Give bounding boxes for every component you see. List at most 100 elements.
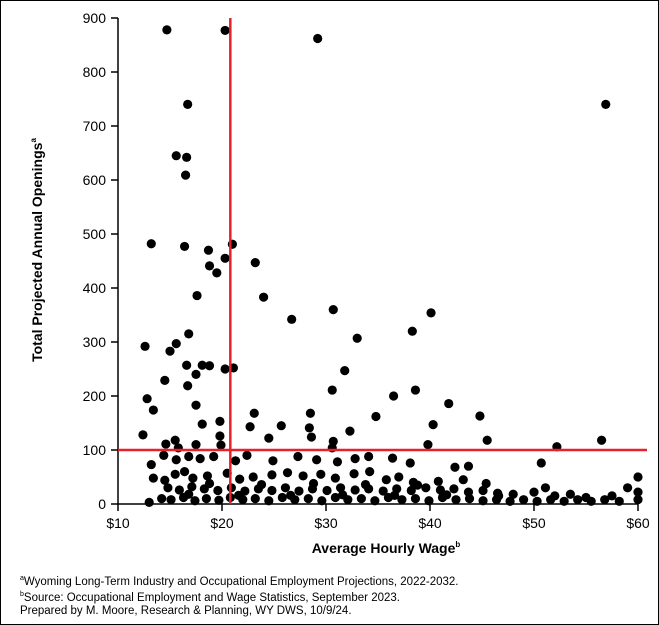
data-point xyxy=(633,495,643,505)
data-point xyxy=(181,170,191,180)
data-point xyxy=(174,485,184,495)
data-point xyxy=(182,360,192,370)
footnote-a: aWyoming Long-Term Industry and Occupati… xyxy=(20,571,458,590)
data-point xyxy=(600,495,610,505)
data-point xyxy=(170,469,180,479)
data-point xyxy=(287,314,297,324)
data-point xyxy=(170,435,180,445)
data-point xyxy=(220,364,230,374)
data-point xyxy=(317,496,327,506)
data-point xyxy=(356,494,366,504)
footnote-a-text: Wyoming Long-Term Industry and Occupatio… xyxy=(23,576,459,588)
data-point xyxy=(187,482,197,492)
data-point xyxy=(248,472,258,482)
data-point xyxy=(148,473,158,483)
data-point xyxy=(184,451,194,462)
data-point xyxy=(406,485,416,496)
data-point xyxy=(267,470,277,480)
data-point xyxy=(433,476,443,486)
data-point xyxy=(421,483,431,493)
data-point xyxy=(350,485,360,495)
y-tick-label: 700 xyxy=(83,118,107,134)
data-point xyxy=(308,478,319,489)
data-point xyxy=(142,394,152,404)
data-point xyxy=(146,239,156,249)
data-point xyxy=(294,486,304,496)
data-point xyxy=(171,151,181,161)
data-point xyxy=(209,451,219,462)
data-point xyxy=(316,469,326,479)
data-point xyxy=(304,423,314,433)
x-tick-label: $50 xyxy=(522,515,546,531)
data-point xyxy=(330,492,340,503)
data-point xyxy=(449,484,459,494)
data-point xyxy=(197,360,207,370)
data-point xyxy=(442,490,452,500)
data-point xyxy=(171,339,181,349)
data-point xyxy=(184,489,194,499)
data-point xyxy=(267,485,277,496)
data-point xyxy=(332,457,343,467)
data-point xyxy=(536,458,546,468)
data-point xyxy=(394,472,404,482)
data-point xyxy=(280,483,291,493)
data-point xyxy=(330,473,340,483)
data-point xyxy=(607,491,617,501)
data-point xyxy=(494,491,504,501)
data-point xyxy=(390,490,400,500)
data-point xyxy=(213,485,223,496)
data-point xyxy=(423,440,433,450)
data-point xyxy=(529,487,539,497)
data-point xyxy=(190,496,200,506)
tick-group: 0 100 200 300 400 500 600 700 800 900 $10 $20 $30 $40… xyxy=(83,10,650,531)
data-point xyxy=(482,435,492,445)
data-point xyxy=(412,480,423,490)
data-point xyxy=(191,400,201,410)
data-point xyxy=(340,366,350,376)
data-point xyxy=(235,474,245,484)
data-point xyxy=(463,461,474,471)
reference-lines xyxy=(118,18,647,504)
data-point xyxy=(303,494,313,504)
data-point xyxy=(410,494,421,504)
data-point xyxy=(450,462,460,472)
footnote-b-mark: b xyxy=(20,591,24,598)
y-axis-title-superscript: a xyxy=(29,138,38,143)
data-point xyxy=(192,290,202,301)
data-point xyxy=(546,495,556,505)
x-tick-label: $10 xyxy=(106,515,130,531)
data-point xyxy=(160,475,170,485)
data-point xyxy=(540,483,551,493)
data-point xyxy=(444,398,454,409)
data-point xyxy=(201,494,211,504)
footnote-a-mark: a xyxy=(20,575,24,582)
data-point xyxy=(327,385,337,395)
data-point xyxy=(212,268,222,278)
x-axis-title-superscript: b xyxy=(455,540,460,549)
data-point xyxy=(508,489,518,499)
data-point xyxy=(352,333,362,343)
data-point xyxy=(138,430,148,440)
data-point xyxy=(435,485,445,495)
data-point xyxy=(350,454,360,464)
data-point xyxy=(371,411,381,422)
y-tick-label: 500 xyxy=(83,226,107,242)
data-point xyxy=(184,329,194,339)
credit-line: Prepared by M. Moore, Research & Plannin… xyxy=(20,605,352,617)
data-point xyxy=(623,483,633,493)
y-tick-label: 0 xyxy=(98,496,106,512)
scatter-chart: 0 100 200 300 400 500 600 700 800 900 $10 $20 $30 $40… xyxy=(29,10,650,556)
y-tick-label: 600 xyxy=(83,172,107,188)
data-point xyxy=(298,471,308,481)
data-point xyxy=(204,361,215,371)
data-point xyxy=(148,405,158,415)
data-point xyxy=(464,494,475,504)
data-point xyxy=(365,467,375,477)
data-point xyxy=(405,458,415,468)
data-point xyxy=(188,473,198,483)
data-point xyxy=(159,450,169,460)
data-point xyxy=(182,152,192,162)
data-point xyxy=(532,496,542,506)
data-point xyxy=(230,456,241,466)
data-point xyxy=(633,487,643,497)
